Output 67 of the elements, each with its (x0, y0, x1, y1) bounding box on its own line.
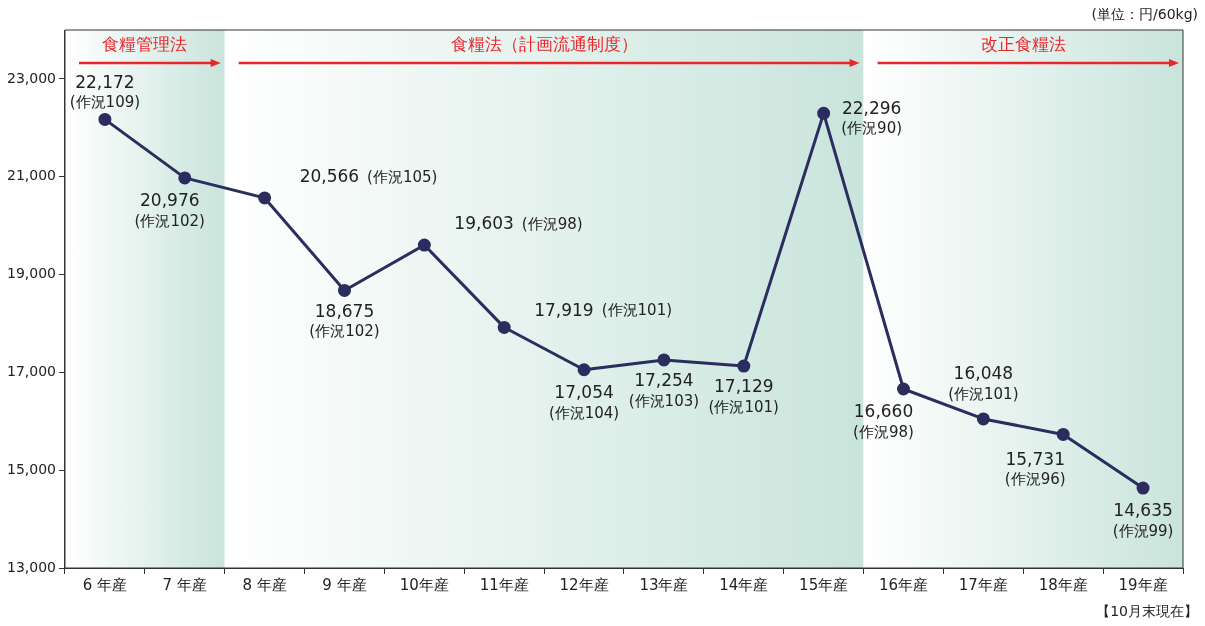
x-tick-label: 7 年産 (162, 575, 207, 594)
x-tick-label: 14年産 (719, 575, 769, 594)
annotation: (作況98) (521, 214, 583, 233)
y-tick-label: 17,000 (6, 363, 56, 379)
data-label: 14,635 (1113, 500, 1173, 521)
annotation: (作況90) (841, 119, 903, 138)
annotation: (作況101) (601, 301, 673, 320)
x-tick-label: 11年産 (479, 575, 529, 594)
point (178, 171, 192, 185)
point (657, 353, 671, 367)
data-label: 22,296 (841, 97, 902, 118)
data-label: 16,048 (953, 363, 1014, 384)
data-label: 22,172 (75, 71, 135, 92)
annotation: (作況96) (1004, 470, 1066, 489)
data-label: 15,731 (1005, 448, 1065, 469)
band-label: 食糧管理法 (102, 34, 188, 55)
x-tick-label: 12年産 (559, 575, 609, 594)
annotation: (作況109) (69, 93, 141, 112)
point (577, 363, 591, 377)
x-tick-label: 16年産 (878, 575, 929, 594)
point (258, 191, 272, 205)
point (497, 320, 511, 334)
annotation: (作況98) (853, 422, 914, 441)
annotation: (作況103) (628, 391, 700, 410)
x-tick-label: 17年産 (958, 575, 1008, 594)
point (737, 359, 751, 373)
point (817, 106, 831, 120)
point (98, 112, 112, 126)
point (976, 412, 990, 426)
point (417, 238, 431, 252)
y-tick-label: 23,000 (6, 69, 56, 86)
text: (単位：円/60kg) (1091, 5, 1198, 22)
annotation: (作況102) (309, 322, 380, 341)
point (337, 283, 351, 297)
data-label: 17,254 (634, 370, 694, 391)
point (1136, 481, 1150, 495)
annotation: (作況101) (948, 384, 1019, 403)
data-label: 17,919 (534, 299, 594, 320)
x-tick-label: 18年産 (1038, 575, 1088, 594)
data-label: 17,054 (554, 382, 614, 403)
point (1056, 427, 1070, 441)
annotation: (作況101) (708, 397, 779, 416)
x-tick-label: 10年産 (399, 575, 449, 594)
band-label: 食糧法（計画流通制度） (450, 34, 638, 55)
data-label: 18,675 (314, 300, 375, 321)
y-tick-label: 19,000 (6, 265, 56, 282)
y-tick-label: 13,000 (6, 558, 56, 575)
x-tick-label: 13年産 (639, 575, 689, 594)
annotation: (作況102) (134, 211, 205, 230)
x-tick-label: 9 年産 (322, 575, 367, 594)
data-label: 19,603 (454, 213, 514, 234)
annotation: (作況104) (548, 403, 620, 422)
band-label: 改正食糧法 (980, 34, 1066, 55)
annotation: (作況105) (367, 167, 438, 186)
x-tick-label: 15年産 (799, 575, 849, 594)
text: 【10月末現在】 (1096, 602, 1198, 619)
y-tick-label: 15,000 (6, 460, 56, 477)
annotation: (作況99) (1112, 521, 1174, 540)
x-tick-label: 19年産 (1118, 575, 1168, 594)
x-tick-label: 8 年産 (242, 575, 287, 594)
data-label: 16,660 (853, 401, 914, 422)
y-tick-label: 21,000 (6, 167, 56, 184)
point (897, 382, 910, 396)
data-label: 20,976 (140, 190, 200, 211)
data-label: 17,129 (714, 376, 774, 397)
data-label: 20,566 (299, 166, 360, 187)
x-tick-label: 6 年産 (82, 575, 128, 594)
